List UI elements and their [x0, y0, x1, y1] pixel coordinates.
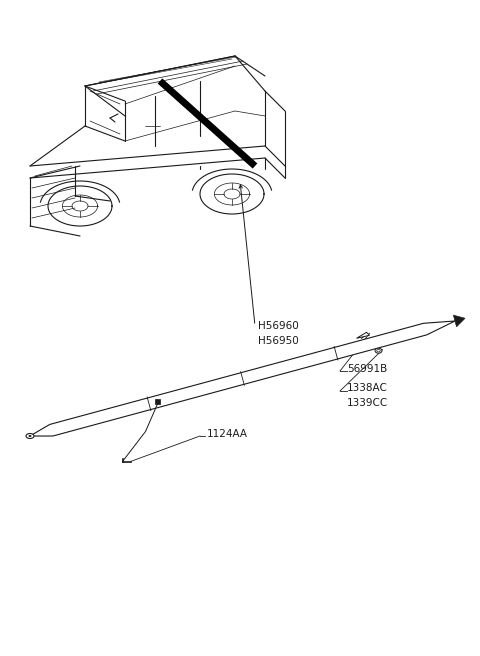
Ellipse shape [26, 434, 34, 438]
Bar [155, 399, 160, 404]
Text: 56991B: 56991B [347, 364, 387, 374]
Text: 1124AA: 1124AA [207, 429, 248, 439]
Polygon shape [30, 321, 455, 436]
Ellipse shape [375, 348, 382, 353]
Ellipse shape [377, 350, 380, 352]
Ellipse shape [28, 435, 32, 437]
Text: 1339CC: 1339CC [347, 398, 388, 408]
Text: 1338AC: 1338AC [347, 383, 388, 393]
Polygon shape [454, 316, 465, 327]
Text: H56950: H56950 [258, 336, 299, 346]
Polygon shape [357, 333, 370, 338]
Text: H56960: H56960 [258, 321, 299, 331]
